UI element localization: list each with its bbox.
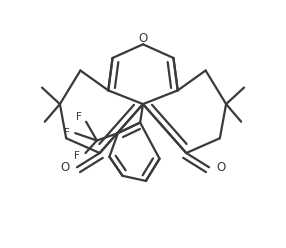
Text: O: O — [60, 161, 70, 174]
Text: F: F — [74, 151, 80, 161]
Text: O: O — [138, 31, 148, 45]
Text: O: O — [216, 161, 226, 174]
Text: F: F — [76, 112, 82, 123]
Text: F: F — [64, 128, 70, 138]
